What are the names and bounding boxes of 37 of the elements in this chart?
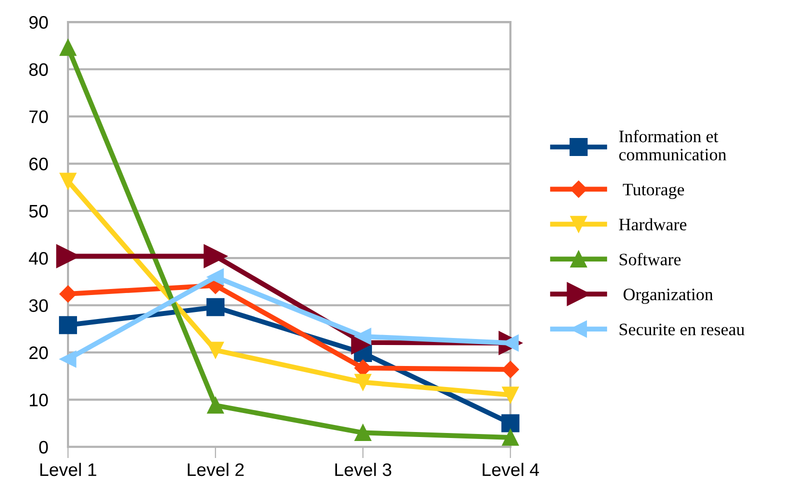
- point: [60, 172, 76, 190]
- y-tick-label: 70: [29, 110, 48, 124]
- point: [207, 397, 224, 414]
- y-tick-label: 80: [29, 63, 48, 76]
- x-tick-label: Level 4: [482, 462, 539, 476]
- x-tick-label: Level 2: [188, 462, 244, 476]
- y-tick-label: 40: [28, 252, 48, 265]
- point: [207, 342, 224, 358]
- point: [501, 414, 520, 432]
- point: [354, 374, 372, 391]
- point: [354, 424, 372, 442]
- point: [502, 386, 519, 404]
- y-tick-label: 90: [29, 16, 48, 29]
- y-tick-label: 50: [29, 204, 48, 218]
- point: [204, 244, 228, 268]
- legend-label: Hardware: [619, 218, 686, 230]
- y-tick-label: 20: [29, 346, 48, 360]
- point: [60, 350, 76, 368]
- point: [206, 298, 224, 316]
- point: [60, 39, 76, 56]
- y-tick-label: 30: [29, 299, 48, 312]
- point: [502, 429, 519, 446]
- point: [354, 328, 372, 345]
- point: [59, 285, 77, 302]
- y-tick-label: 60: [29, 158, 48, 170]
- legend-label: Organization: [624, 288, 713, 304]
- legend-label: Tutorage: [622, 184, 684, 199]
- y-tick-label: 10: [30, 394, 48, 406]
- legend-label: Information et communication: [619, 130, 726, 160]
- legend-label: Securite en reseau: [620, 324, 745, 336]
- legend-label: Software: [620, 252, 681, 266]
- point: [207, 268, 224, 286]
- x-tick-label: Level 1: [40, 462, 96, 476]
- point: [58, 316, 78, 334]
- y-tick-label: 0: [39, 440, 48, 454]
- point: [502, 360, 519, 378]
- x-tick-label: Level 3: [335, 462, 392, 476]
